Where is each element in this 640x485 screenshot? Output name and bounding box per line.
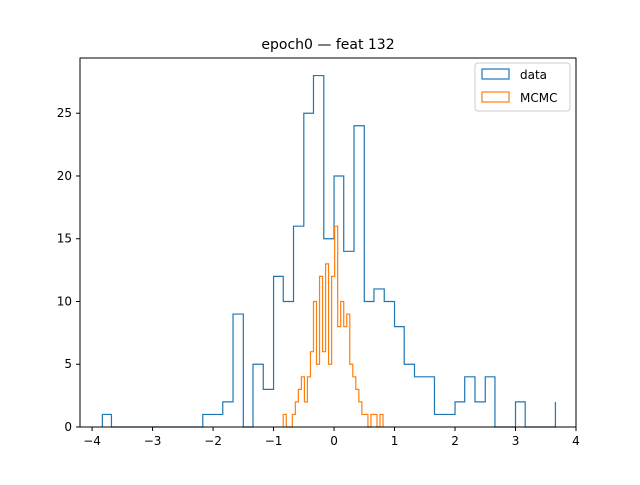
x-tick-label: −4 (83, 434, 101, 448)
y-tick-label: 10 (57, 294, 72, 308)
y-tick-label: 5 (64, 357, 72, 371)
x-axis-ticks: −4 −3 −2 −1 0 1 2 3 4 (83, 427, 580, 448)
y-tick-label: 20 (57, 169, 72, 183)
legend-label-data: data (520, 68, 547, 82)
x-tick-label: 1 (391, 434, 399, 448)
x-tick-label: 3 (512, 434, 520, 448)
x-tick-label: −2 (204, 434, 222, 448)
x-tick-label: 0 (330, 434, 338, 448)
legend-box (474, 62, 571, 112)
legend-swatch-data (481, 68, 510, 80)
y-axis-ticks: 0 5 10 15 20 25 (57, 106, 80, 434)
plot-frame (79, 57, 577, 428)
x-tick-label: −1 (265, 434, 283, 448)
x-tick-label: 2 (451, 434, 459, 448)
x-tick-label: −3 (144, 434, 162, 448)
series-step-data (101, 74, 557, 428)
legend-swatch-mcmc (481, 91, 510, 103)
series-layer (101, 74, 557, 428)
legend: data MCMC (474, 62, 571, 112)
x-tick-label: 4 (572, 434, 580, 448)
y-tick-label: 25 (57, 106, 72, 120)
chart-title: epoch0 — feat 132 (261, 37, 394, 53)
y-tick-label: 0 (64, 420, 72, 434)
y-tick-label: 15 (57, 232, 72, 246)
series-step-mcmc (282, 225, 384, 428)
legend-label-mcmc: MCMC (520, 91, 557, 105)
